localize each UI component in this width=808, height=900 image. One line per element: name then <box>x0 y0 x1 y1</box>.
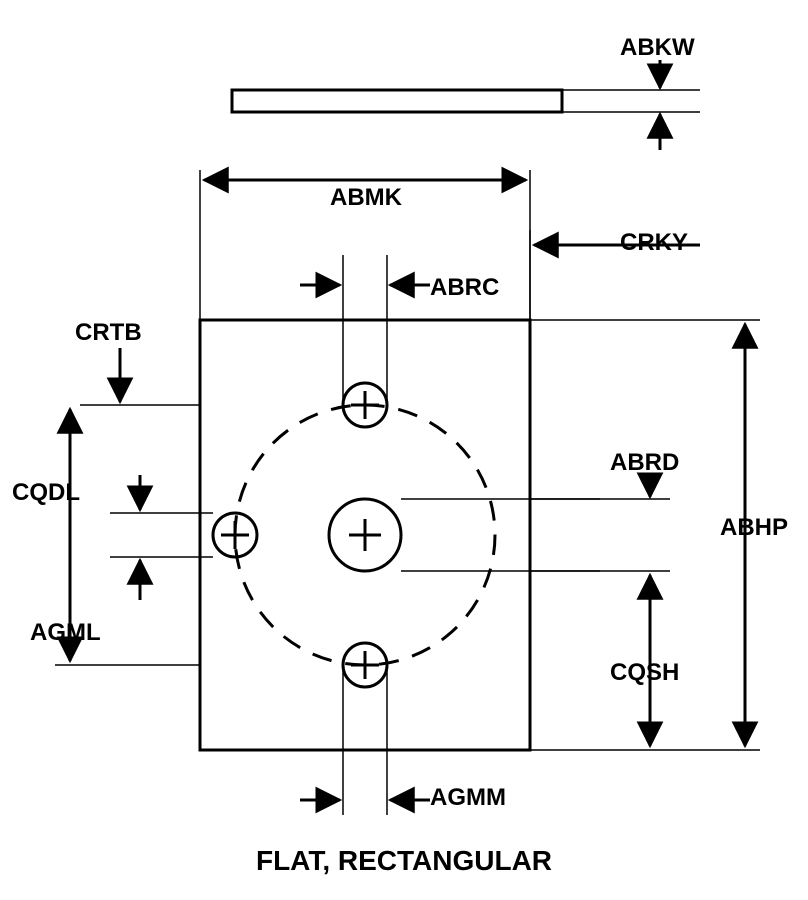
label-cqdl: CQDL <box>12 479 80 506</box>
dim-abrd <box>530 478 670 499</box>
label-abkw: ABKW <box>620 34 695 61</box>
label-cqsh: CQSH <box>610 659 679 686</box>
label-crtb: CRTB <box>75 319 142 346</box>
dim-agml <box>110 475 200 600</box>
label-agmm: AGMM <box>430 784 506 811</box>
label-abhp: ABHP <box>720 514 788 541</box>
label-agml: AGML <box>30 619 101 646</box>
drawing-canvas: ABKW ABMK CRKY ABRC <box>0 0 808 900</box>
dim-abkw <box>562 60 700 150</box>
label-crky: CRKY <box>620 229 688 256</box>
dim-crtb <box>80 348 200 405</box>
diagram-title: FLAT, RECTANGULAR <box>256 845 552 876</box>
label-abmk: ABMK <box>330 184 403 211</box>
top-bar <box>232 90 562 112</box>
center-hole <box>329 499 401 571</box>
dim-abrc <box>300 255 430 320</box>
label-abrd: ABRD <box>610 449 679 476</box>
label-abrc: ABRC <box>430 274 499 301</box>
